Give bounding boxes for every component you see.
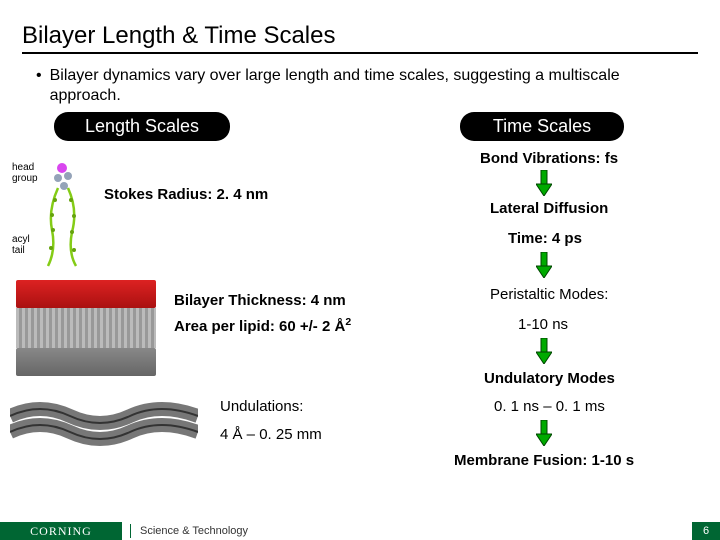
footer-divider [130, 524, 131, 538]
bilayer-block-diagram [16, 280, 156, 376]
bullet-text: Bilayer dynamics vary over large length … [50, 66, 692, 106]
footer-dept: Science & Technology [140, 522, 248, 540]
lateral-diffusion-label: Lateral Diffusion [490, 200, 608, 217]
corning-logo: CORNING [0, 522, 122, 540]
undulation-range-label: 4 Å – 0. 25 mm [220, 426, 322, 443]
stokes-radius-label: Stokes Radius: 2. 4 nm [104, 186, 268, 203]
peristaltic-modes-label: Peristaltic Modes: [490, 286, 608, 303]
ns-range-label: 1-10 ns [518, 316, 568, 333]
time-scales-pill: Time Scales [460, 112, 624, 141]
arrow-down-icon [536, 338, 552, 364]
undulations-label: Undulations: [220, 398, 303, 415]
arrow-down-icon [536, 252, 552, 278]
page-number: 6 [692, 522, 720, 540]
arrow-down-icon [536, 170, 552, 196]
time-4ps-label: Time: 4 ps [508, 230, 582, 247]
bullet-main: Bilayer dynamics vary over large length … [36, 66, 692, 106]
lipid-molecule-diagram [18, 160, 98, 270]
undulatory-time-label: 0. 1 ns – 0. 1 ms [494, 398, 605, 415]
undulation-diagram [10, 392, 198, 454]
bond-vibrations-label: Bond Vibrations: fs [480, 150, 618, 167]
footer: CORNING Science & Technology 6 [0, 522, 720, 540]
bilayer-thickness-label: Bilayer Thickness: 4 nm [174, 292, 346, 309]
length-scales-pill: Length Scales [54, 112, 230, 141]
undulatory-modes-label: Undulatory Modes [484, 370, 615, 387]
area-per-lipid-label: Area per lipid: 60 +/- 2 Å2 [174, 316, 351, 335]
membrane-fusion-label: Membrane Fusion: 1-10 s [454, 452, 634, 469]
slide-title: Bilayer Length & Time Scales [22, 22, 698, 54]
arrow-down-icon [536, 420, 552, 446]
